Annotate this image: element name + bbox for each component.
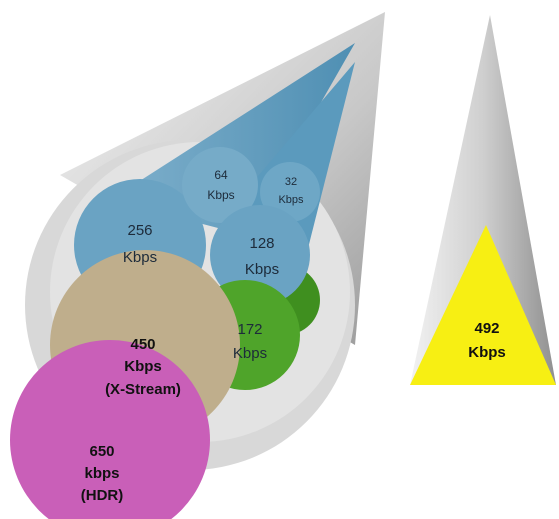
label: 64 [214,168,228,182]
label: 128 [249,235,274,252]
right-triangle [410,15,556,385]
label: 172 [237,321,262,338]
label: (X-Stream) [105,381,181,398]
label: 32 [285,176,297,188]
label: 450 [130,336,155,353]
label: kbps [84,465,119,482]
label: Kbps [207,188,234,202]
label: Kbps [468,344,506,361]
label: Kbps [245,261,279,278]
bubble [210,205,310,305]
label: 256 [127,222,152,239]
label: 492 [474,320,499,337]
label: Kbps [278,194,304,206]
bubble [182,147,258,223]
bubble [10,340,210,519]
label: Kbps [233,345,267,362]
bubble [260,162,320,222]
label: (HDR) [81,487,124,504]
label: Kbps [124,358,162,375]
label: 650 [89,443,114,460]
label: Kbps [123,249,157,266]
